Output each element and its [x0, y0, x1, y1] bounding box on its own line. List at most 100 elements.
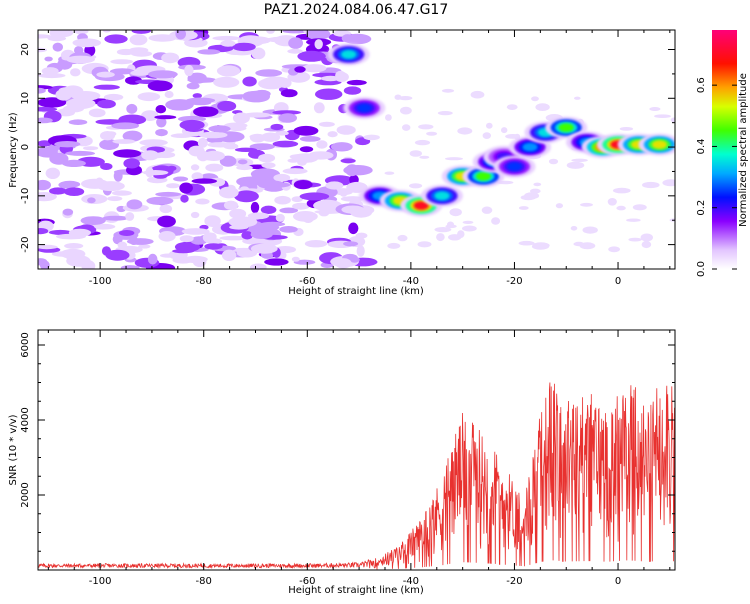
- noise-blob: [250, 168, 280, 180]
- noise-blob: [457, 127, 473, 135]
- snr-y-ticks: 2000 4000 6000: [20, 332, 675, 571]
- noise-blob: [548, 158, 559, 165]
- x-tick-label: -80: [196, 576, 212, 587]
- noise-blob: [258, 78, 285, 90]
- noise-blob: [123, 158, 140, 169]
- noise-blob: [418, 124, 434, 130]
- colorbar-tick: 0.2: [696, 200, 737, 216]
- noise-blob: [649, 107, 661, 111]
- noise-blob: [355, 232, 368, 239]
- x-tick-label: -100: [89, 276, 112, 287]
- noise-blob: [242, 36, 271, 45]
- noise-blob: [166, 183, 180, 189]
- noise-blob: [275, 130, 289, 136]
- noise-blob: [44, 56, 53, 62]
- noise-blob: [179, 235, 194, 243]
- x-tick: 0: [615, 330, 621, 587]
- noise-blob: [249, 134, 266, 140]
- noise-blob: [190, 211, 200, 219]
- noise-blob: [117, 241, 128, 249]
- noise-blob: [113, 170, 123, 182]
- noise-blob: [83, 146, 99, 151]
- noise-blob: [197, 49, 221, 55]
- noise-blob: [193, 106, 219, 117]
- noise-blob: [608, 246, 620, 253]
- noise-blob: [80, 216, 106, 226]
- colorbar-tick: 0.6: [696, 77, 737, 93]
- noise-blob: [302, 64, 327, 73]
- noise-blob: [397, 234, 408, 242]
- noise-blob: [126, 238, 154, 245]
- noise-blob: [70, 68, 81, 77]
- noise-blob: [155, 191, 182, 197]
- noise-blob: [52, 30, 74, 38]
- noise-blob: [274, 195, 291, 205]
- noise-blob: [157, 215, 176, 228]
- noise-blob: [66, 55, 95, 64]
- noise-blob: [181, 228, 210, 235]
- noise-blob: [343, 86, 362, 95]
- noise-blob: [607, 198, 617, 206]
- noise-blob: [38, 192, 57, 202]
- noise-blob: [219, 155, 237, 167]
- noise-blob: [81, 260, 96, 269]
- noise-blob: [146, 196, 174, 205]
- noise-blob: [216, 65, 241, 77]
- snr-x-axis-label: Height of straight line (km): [288, 585, 424, 596]
- noise-blob: [229, 208, 247, 219]
- noise-blob: [49, 187, 67, 195]
- noise-blob: [62, 85, 84, 98]
- noise-blob: [255, 69, 283, 77]
- noise-blob: [220, 40, 236, 47]
- noise-blob: [180, 194, 189, 203]
- noise-blob: [409, 183, 423, 189]
- x-tick: -80: [196, 330, 212, 587]
- noise-blob: [164, 90, 174, 99]
- noise-blob: [184, 64, 194, 77]
- noise-blob: [38, 228, 49, 235]
- noise-blob: [315, 88, 343, 100]
- noise-blob: [191, 178, 217, 184]
- snr-x-ticks: -100 -80 -60 -40 -20 0: [47, 330, 671, 587]
- y-tick: -10: [20, 188, 675, 204]
- noise-blob: [156, 117, 167, 128]
- x-tick-label: -20: [506, 276, 522, 287]
- noise-blob: [223, 200, 239, 210]
- noise-blob: [165, 99, 194, 111]
- noise-blob: [232, 112, 250, 124]
- noise-blob: [613, 187, 631, 194]
- noise-blob: [139, 139, 168, 146]
- noise-blob: [208, 232, 217, 241]
- noise-blob: [88, 108, 106, 118]
- noise-blob: [228, 216, 258, 228]
- noise-blob: [626, 218, 641, 222]
- noise-blob: [287, 48, 303, 54]
- x-tick: -60: [299, 330, 315, 587]
- noise-blob: [74, 30, 89, 35]
- noise-blob: [166, 165, 177, 171]
- noise-blob: [232, 42, 256, 52]
- noise-blob: [260, 205, 277, 214]
- noise-blob: [518, 240, 535, 246]
- noise-blob: [434, 227, 452, 233]
- noise-blob: [217, 100, 237, 112]
- noise-blob: [186, 97, 216, 104]
- noise-blob: [426, 131, 438, 136]
- noise-blob: [349, 256, 360, 263]
- noise-blob: [137, 92, 161, 102]
- noise-blob: [628, 237, 642, 242]
- noise-blob: [61, 159, 86, 167]
- noise-blob: [112, 234, 123, 245]
- noise-blob: [250, 230, 273, 239]
- noise-blob: [330, 142, 353, 152]
- noise-blob: [294, 66, 306, 73]
- noise-blob: [251, 47, 266, 60]
- noise-blob: [234, 147, 258, 152]
- noise-blob: [436, 233, 445, 242]
- noise-blob: [299, 146, 314, 153]
- noise-blob: [291, 196, 303, 203]
- noise-blob: [204, 215, 221, 228]
- noise-blob: [419, 155, 430, 159]
- noise-blob: [243, 112, 271, 118]
